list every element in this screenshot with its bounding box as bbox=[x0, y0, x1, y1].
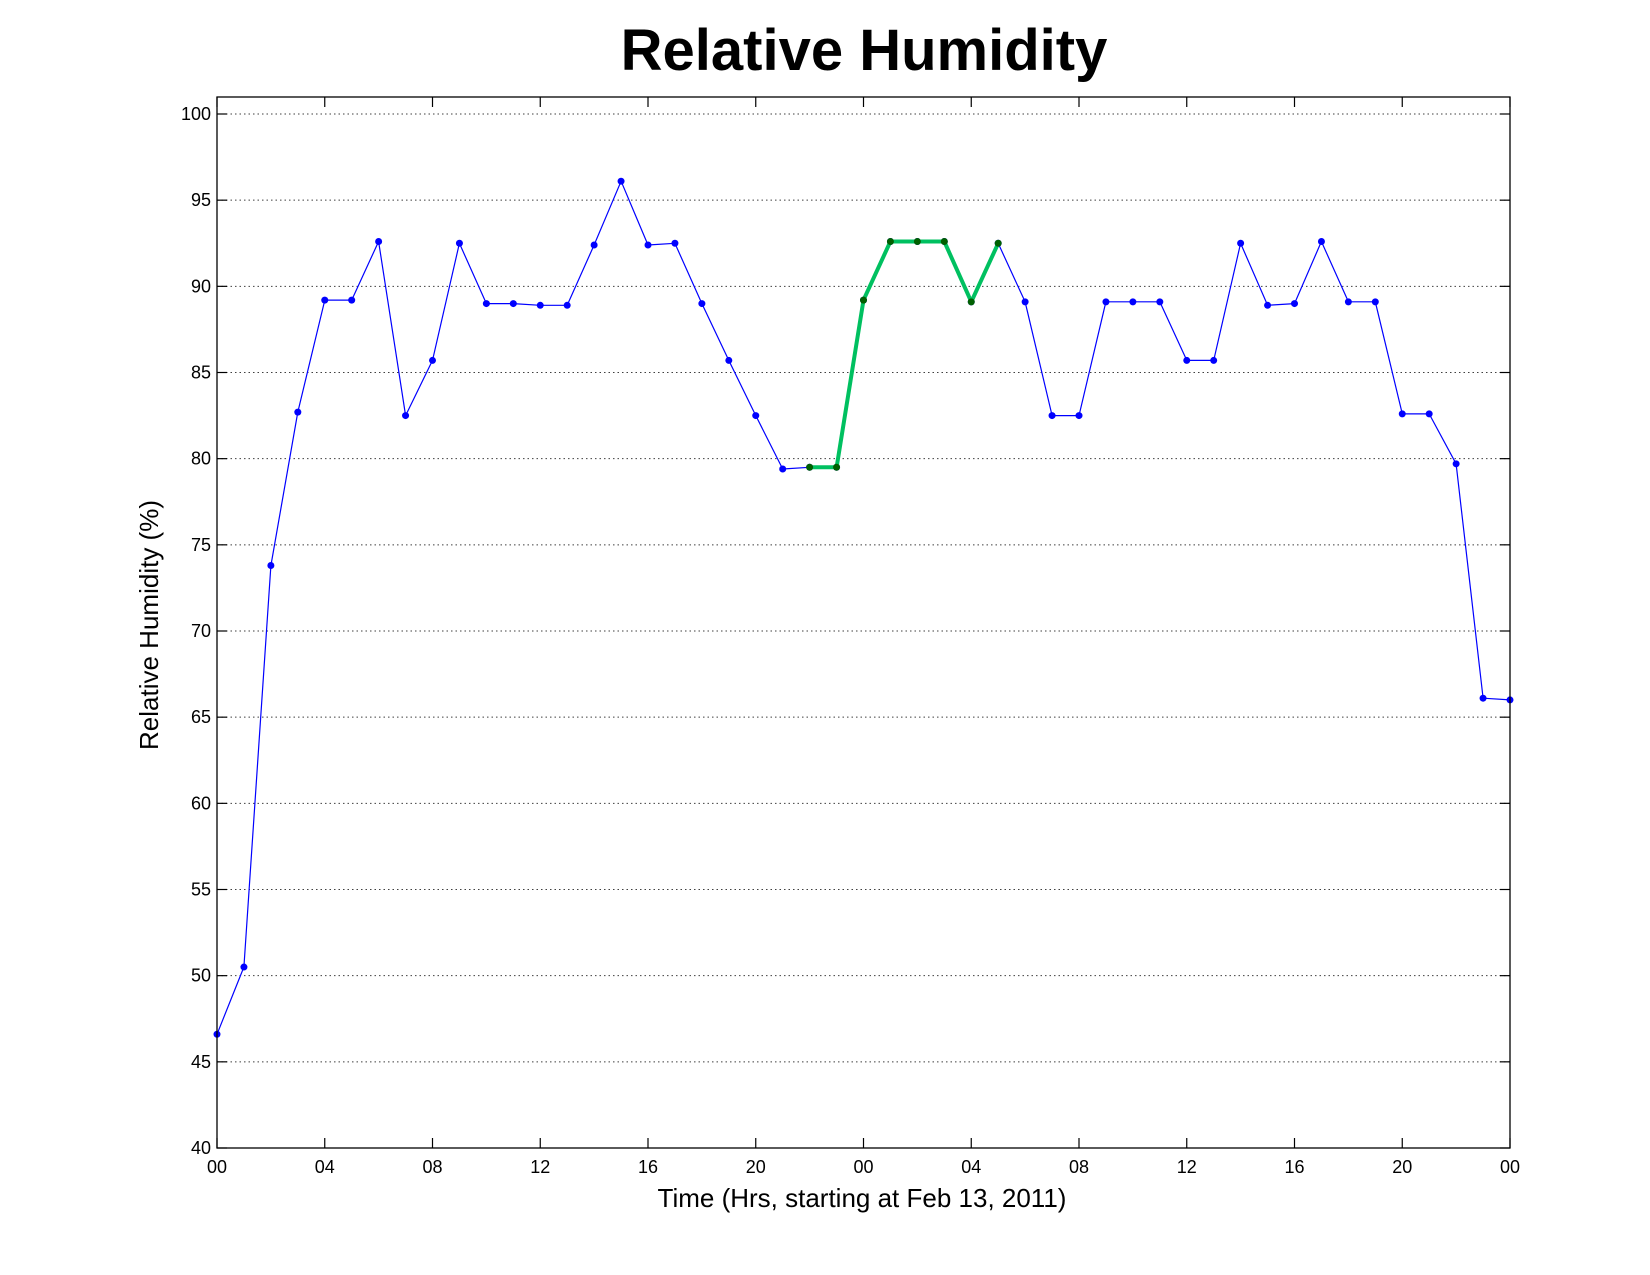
data-point bbox=[1425, 410, 1433, 418]
data-point bbox=[1237, 239, 1245, 247]
x-tick-label: 04 bbox=[315, 1157, 335, 1177]
data-point bbox=[375, 238, 383, 246]
data-point bbox=[1291, 300, 1298, 308]
highlight-data-point bbox=[994, 239, 1002, 247]
y-tick-label: 85 bbox=[191, 363, 211, 383]
x-tick-label: 12 bbox=[530, 1157, 550, 1177]
x-tick-label: 08 bbox=[422, 1157, 442, 1177]
data-point bbox=[294, 408, 302, 416]
data-point bbox=[1479, 694, 1487, 702]
y-tick-label: 75 bbox=[191, 535, 211, 555]
data-point bbox=[1021, 298, 1029, 306]
data-point bbox=[1317, 238, 1325, 246]
data-point bbox=[617, 177, 625, 185]
data-point bbox=[698, 300, 706, 308]
x-tick-label: 00 bbox=[207, 1157, 227, 1177]
data-point bbox=[455, 239, 463, 247]
x-tick-label: 00 bbox=[853, 1157, 873, 1177]
data-point bbox=[1371, 298, 1379, 306]
data-point bbox=[1183, 356, 1191, 364]
y-tick-label: 45 bbox=[191, 1052, 211, 1072]
y-tick-label: 95 bbox=[191, 190, 211, 210]
data-point bbox=[348, 296, 356, 304]
y-tick-label: 80 bbox=[191, 449, 211, 469]
highlight-data-point bbox=[860, 296, 867, 304]
x-axis-label: Time (Hrs, starting at Feb 13, 2011) bbox=[658, 1183, 1067, 1213]
data-point bbox=[402, 412, 410, 420]
x-tick-label: 12 bbox=[1177, 1157, 1197, 1177]
y-tick-label: 50 bbox=[191, 966, 211, 986]
grid-lines bbox=[217, 113, 1510, 1063]
data-point bbox=[1264, 301, 1272, 309]
data-point bbox=[779, 465, 787, 473]
data-point bbox=[509, 300, 517, 308]
x-tick-label: 20 bbox=[746, 1157, 766, 1177]
y-tick-label: 60 bbox=[191, 793, 211, 813]
highlight-data-point bbox=[833, 463, 841, 471]
axis-ticks: 40 45 50 55 60 65 70 75 80 85 90 95 100 00 04 08 12 16 20 0… bbox=[181, 97, 1520, 1177]
data-point bbox=[536, 301, 544, 309]
data-point bbox=[240, 963, 248, 971]
data-point bbox=[1398, 410, 1406, 418]
highlight-data-point bbox=[913, 238, 921, 246]
y-tick-label: 90 bbox=[191, 276, 211, 296]
plot-series bbox=[213, 177, 1514, 1038]
x-tick-label: 16 bbox=[638, 1157, 658, 1177]
x-tick-label: 04 bbox=[961, 1157, 981, 1177]
data-point bbox=[725, 356, 733, 364]
y-tick-label: 40 bbox=[191, 1138, 211, 1158]
data-point bbox=[1075, 412, 1083, 420]
x-tick-label: 08 bbox=[1069, 1157, 1089, 1177]
data-point bbox=[482, 300, 490, 308]
highlight-data-point bbox=[886, 238, 894, 246]
y-tick-label: 65 bbox=[191, 707, 211, 727]
highlight-data-point bbox=[967, 298, 975, 306]
data-point bbox=[1452, 460, 1460, 468]
data-point bbox=[671, 239, 679, 247]
y-tick-label: 55 bbox=[191, 880, 211, 900]
y-axis-label: Relative Humidity (%) bbox=[134, 500, 164, 750]
highlight-data-point bbox=[806, 463, 814, 471]
data-point bbox=[321, 296, 329, 304]
data-point bbox=[752, 412, 760, 420]
y-tick-label: 100 bbox=[181, 104, 211, 124]
highlight-data-point bbox=[940, 238, 948, 246]
chart-title: Relative Humidity bbox=[621, 18, 1108, 83]
x-tick-label: 16 bbox=[1284, 1157, 1304, 1177]
y-tick-label: 70 bbox=[191, 621, 211, 641]
data-point bbox=[563, 301, 571, 309]
data-point bbox=[267, 562, 275, 570]
data-point bbox=[1210, 356, 1218, 364]
data-point bbox=[590, 241, 598, 249]
series-line-green bbox=[809, 239, 1001, 470]
x-tick-label: 00 bbox=[1500, 1157, 1520, 1177]
data-point bbox=[1048, 412, 1056, 420]
x-tick-label: 20 bbox=[1392, 1157, 1412, 1177]
data-point bbox=[429, 356, 436, 364]
data-point bbox=[1344, 298, 1352, 306]
data-point bbox=[1156, 298, 1164, 306]
data-point bbox=[1102, 298, 1110, 306]
data-point bbox=[1129, 298, 1137, 306]
data-point bbox=[644, 241, 652, 249]
